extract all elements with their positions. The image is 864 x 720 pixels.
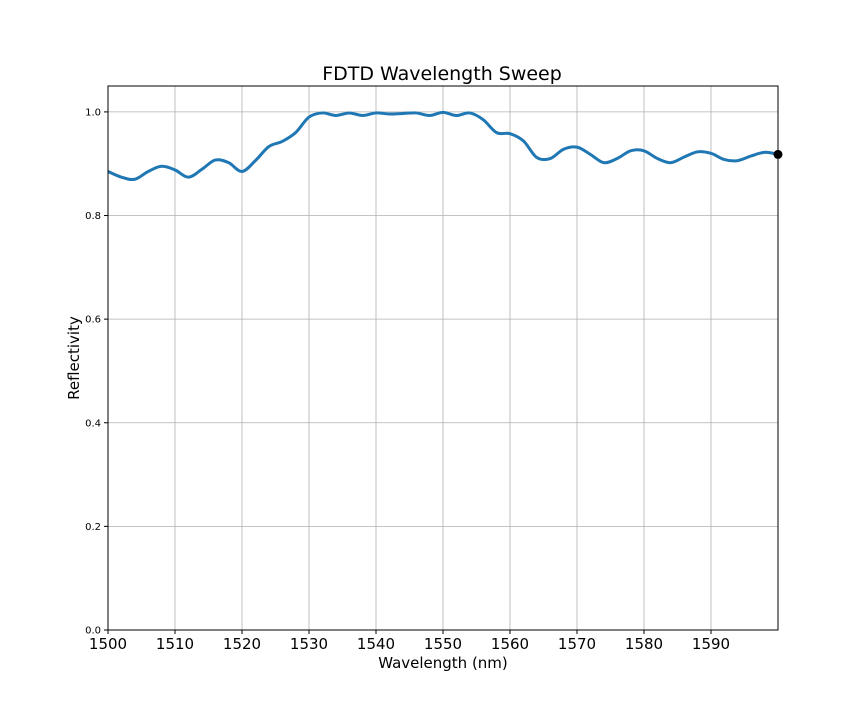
x-tick-label: 1540 [357,635,395,653]
y-tick-label: 0.2 [85,522,101,533]
x-tick-label: 1560 [491,635,529,653]
x-tick-label: 1530 [290,635,328,653]
x-axis-label: Wavelength (nm) [378,654,508,672]
x-tick-label: 1500 [89,635,127,653]
y-tick-label: 0.8 [85,211,101,222]
x-tick-label: 1570 [558,635,596,653]
x-tick-label: 1590 [692,635,730,653]
y-tick-label: 0.6 [85,315,101,326]
y-tick-label: 0.0 [85,626,101,637]
x-tick-label: 1520 [223,635,261,653]
y-axis-label: Reflectivity [65,316,83,400]
x-tick-label: 1580 [625,635,663,653]
y-tick-label: 1.0 [85,107,101,118]
y-tick-label: 0.4 [85,418,101,429]
x-tick-label: 1550 [424,635,462,653]
chart-title: FDTD Wavelength Sweep [322,63,562,85]
x-tick-label: 1510 [156,635,194,653]
